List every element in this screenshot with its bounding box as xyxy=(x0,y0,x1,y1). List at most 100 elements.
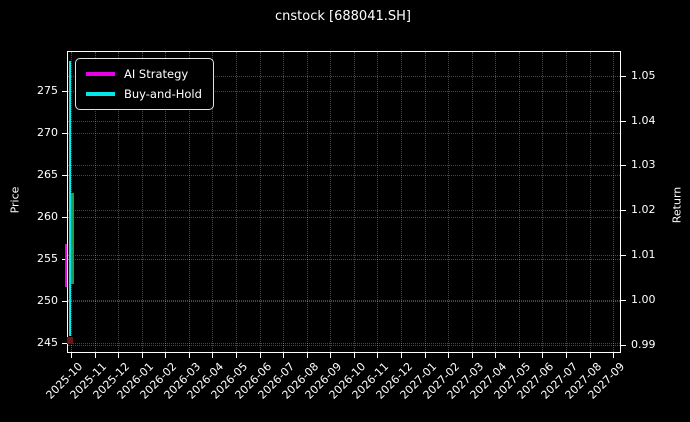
price-gridline xyxy=(68,216,620,218)
return-tick-label: 0.99 xyxy=(631,337,656,351)
return-gridline xyxy=(68,75,620,77)
month-gridline xyxy=(424,52,426,352)
return-gridline xyxy=(68,299,620,301)
return-gridline xyxy=(68,210,620,212)
x-tick-mark xyxy=(283,353,285,358)
return-tick-label: 1.03 xyxy=(631,158,656,172)
price-tick-label: 270 xyxy=(37,125,58,139)
return-tick-label: 1.04 xyxy=(631,113,656,127)
price-tick-label: 260 xyxy=(37,209,58,223)
month-gridline xyxy=(188,52,190,352)
price-gridline xyxy=(68,174,620,176)
x-tick-mark xyxy=(542,353,544,358)
month-gridline xyxy=(495,52,497,352)
month-gridline xyxy=(259,52,261,352)
month-gridline xyxy=(94,52,96,352)
return-tick-label: 1.02 xyxy=(631,203,656,217)
x-tick-mark xyxy=(613,353,615,358)
x-tick-mark xyxy=(471,353,473,358)
price-tick-mark xyxy=(62,343,67,344)
x-tick-mark xyxy=(259,353,261,358)
return-gridline xyxy=(68,344,620,346)
month-gridline xyxy=(283,52,285,352)
month-gridline xyxy=(471,52,473,352)
green-price-segment xyxy=(70,193,74,285)
month-gridline xyxy=(330,52,332,352)
x-tick-mark xyxy=(377,353,379,358)
price-tick-label: 250 xyxy=(37,293,58,307)
legend-line-swatch xyxy=(86,92,115,96)
month-gridline xyxy=(542,52,544,352)
legend: AI Strategy Buy-and-Hold xyxy=(75,58,214,110)
x-tick-mark xyxy=(188,353,190,358)
x-tick-mark xyxy=(71,353,72,358)
return-tick-mark xyxy=(621,165,626,167)
x-tick-mark xyxy=(424,353,426,358)
x-tick-mark xyxy=(212,353,214,358)
return-tick-mark xyxy=(621,210,626,212)
return-tick-mark xyxy=(621,299,626,301)
month-gridline xyxy=(613,52,615,352)
x-tick-mark xyxy=(306,353,308,358)
legend-item-ai-strategy: AI Strategy xyxy=(86,67,202,81)
return-gridline xyxy=(68,165,620,167)
return-tick-mark xyxy=(621,120,626,122)
price-tick-label: 245 xyxy=(37,336,58,349)
price-tick-mark xyxy=(62,132,67,134)
return-gridline xyxy=(68,255,620,257)
price-gridline xyxy=(68,132,620,134)
x-tick-mark xyxy=(589,353,591,358)
month-gridline xyxy=(400,52,402,352)
return-gridline xyxy=(68,120,620,122)
buy-and-hold-line xyxy=(68,60,71,337)
plot-area: AI Strategy Buy-and-Hold 2025-10 2025-11 20… xyxy=(37,51,656,402)
price-gridline xyxy=(68,343,620,344)
price-tick-label: 265 xyxy=(37,167,58,181)
x-tick-mark xyxy=(141,353,143,358)
legend-item-buy-and-hold: Buy-and-Hold xyxy=(86,87,202,101)
month-gridline xyxy=(141,52,143,352)
legend-label: AI Strategy xyxy=(124,67,189,81)
x-tick-mark xyxy=(495,353,497,358)
x-tick-mark xyxy=(565,353,567,358)
chart-title: cnstock [688041.SH] xyxy=(275,9,411,24)
month-gridline xyxy=(448,52,450,352)
x-tick-mark xyxy=(330,353,332,358)
x-tick-mark xyxy=(235,353,237,358)
x-tick-mark xyxy=(448,353,450,358)
dark-red-end-mark xyxy=(67,337,73,344)
price-gridline xyxy=(68,300,620,302)
y-axis-label-return: Return xyxy=(670,186,684,224)
ai-strategy-line xyxy=(64,243,67,287)
legend-label: Buy-and-Hold xyxy=(124,87,202,101)
month-gridline xyxy=(118,52,120,352)
return-tick-mark xyxy=(621,255,626,257)
return-tick-mark xyxy=(621,344,626,346)
month-gridline xyxy=(165,52,167,352)
month-gridline xyxy=(212,52,214,352)
return-tick-label: 1.00 xyxy=(631,292,656,306)
price-tick-mark xyxy=(62,90,67,92)
x-tick-mark xyxy=(94,353,96,358)
x-tick-mark xyxy=(165,353,167,358)
month-gridline xyxy=(235,52,237,352)
price-tick-label: 275 xyxy=(37,83,58,97)
return-tick-label: 1.01 xyxy=(631,248,656,262)
month-gridline xyxy=(565,52,567,352)
x-tick-mark xyxy=(518,353,520,358)
price-tick-mark xyxy=(62,174,67,176)
price-tick-label: 255 xyxy=(37,251,58,265)
month-gridline xyxy=(353,52,355,352)
return-tick-label: 1.05 xyxy=(631,68,656,82)
price-tick-mark xyxy=(62,300,67,302)
price-gridline xyxy=(68,90,620,92)
legend-line-swatch xyxy=(86,72,115,76)
price-gridline xyxy=(68,258,620,260)
month-gridline xyxy=(377,52,379,352)
x-tick-mark xyxy=(118,353,120,358)
month-gridline xyxy=(518,52,520,352)
x-tick-mark xyxy=(400,353,402,358)
price-tick-mark xyxy=(62,216,67,218)
return-tick-mark xyxy=(621,75,626,77)
